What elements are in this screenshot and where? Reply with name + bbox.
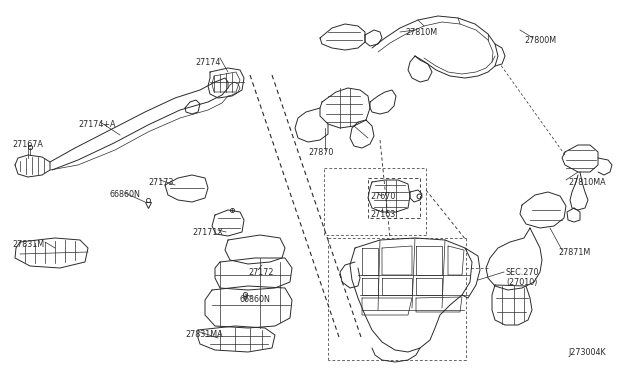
Text: 27173: 27173: [148, 178, 173, 187]
Text: 27870: 27870: [308, 148, 333, 157]
Text: 27167A: 27167A: [12, 140, 43, 149]
Text: 27172: 27172: [248, 268, 273, 277]
Text: 27831M: 27831M: [12, 240, 44, 249]
Text: 27810MA: 27810MA: [568, 178, 605, 187]
Text: 27810M: 27810M: [405, 28, 437, 37]
Text: 27163J: 27163J: [370, 210, 397, 219]
Text: 27174: 27174: [195, 58, 220, 67]
Text: J273004K: J273004K: [568, 348, 605, 357]
Text: SEC.270: SEC.270: [506, 268, 540, 277]
Text: (27010): (27010): [506, 278, 538, 287]
Text: 27871M: 27871M: [558, 248, 590, 257]
Text: 27670: 27670: [370, 192, 396, 201]
Text: 27171X: 27171X: [192, 228, 223, 237]
Text: 66860N: 66860N: [110, 190, 141, 199]
Text: 66860N: 66860N: [240, 295, 271, 304]
Text: 27174+A: 27174+A: [78, 120, 115, 129]
Text: 27831MA: 27831MA: [185, 330, 223, 339]
Text: 27800M: 27800M: [524, 36, 556, 45]
